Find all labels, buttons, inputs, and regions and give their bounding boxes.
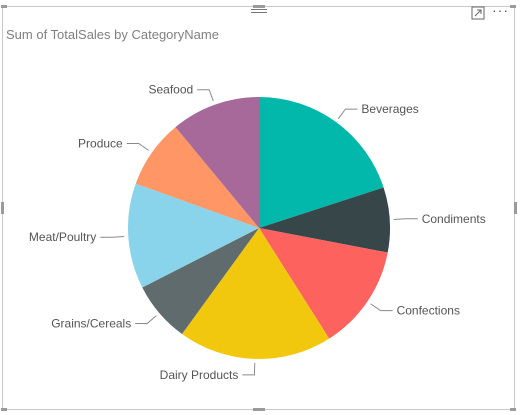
leader-line-meat-poultry [100, 235, 125, 238]
resize-grip-bottom[interactable] [253, 408, 265, 411]
pie-slice-produce[interactable] [135, 127, 259, 228]
data-label-confections: Confections [397, 304, 460, 318]
data-label-condiments: Condiments [422, 212, 486, 226]
pie-slice-beverages[interactable] [259, 97, 384, 228]
leader-line-condiments [393, 218, 418, 221]
drag-handle-icon[interactable] [251, 9, 267, 17]
pie-slice-dairy-products[interactable] [182, 228, 330, 359]
pie-slice-meat-poultry[interactable] [127, 183, 259, 288]
data-label-seafood: Seafood [148, 83, 193, 97]
focus-mode-icon[interactable] [471, 6, 485, 20]
data-label-meat-poultry: Meat/Poultry [29, 230, 96, 244]
resize-grip-top[interactable] [253, 5, 265, 8]
leader-line-dairy-products [242, 362, 256, 376]
chart-title: Sum of TotalSales by CategoryName [6, 27, 219, 42]
pie-slice-confections[interactable] [259, 228, 388, 339]
data-label-dairy-products: Dairy Products [160, 368, 239, 382]
resize-grip-corner-bl[interactable] [1, 408, 7, 411]
leader-line-grains-cereals [135, 315, 157, 324]
data-label-produce: Produce [78, 136, 123, 150]
resize-grip-left[interactable] [1, 202, 4, 214]
data-label-grains-cereals: Grains/Cereals [51, 316, 131, 330]
leader-line-beverages [337, 108, 358, 120]
leader-line-seafood [197, 89, 214, 102]
resize-grip-right[interactable] [514, 202, 517, 214]
leader-line-confections [370, 303, 393, 312]
more-options-icon[interactable]: ··· [492, 2, 509, 18]
resize-grip-corner-tl[interactable] [1, 5, 7, 8]
data-label-beverages: Beverages [361, 102, 418, 116]
pie-slice-condiments[interactable] [259, 187, 391, 253]
leader-line-produce [126, 142, 149, 151]
pie-slice-seafood[interactable] [175, 97, 259, 228]
pie-slice-grains-cereals[interactable] [142, 228, 259, 334]
resize-grip-corner-br[interactable] [510, 408, 516, 411]
resize-grip-corner-tr[interactable] [510, 5, 516, 8]
